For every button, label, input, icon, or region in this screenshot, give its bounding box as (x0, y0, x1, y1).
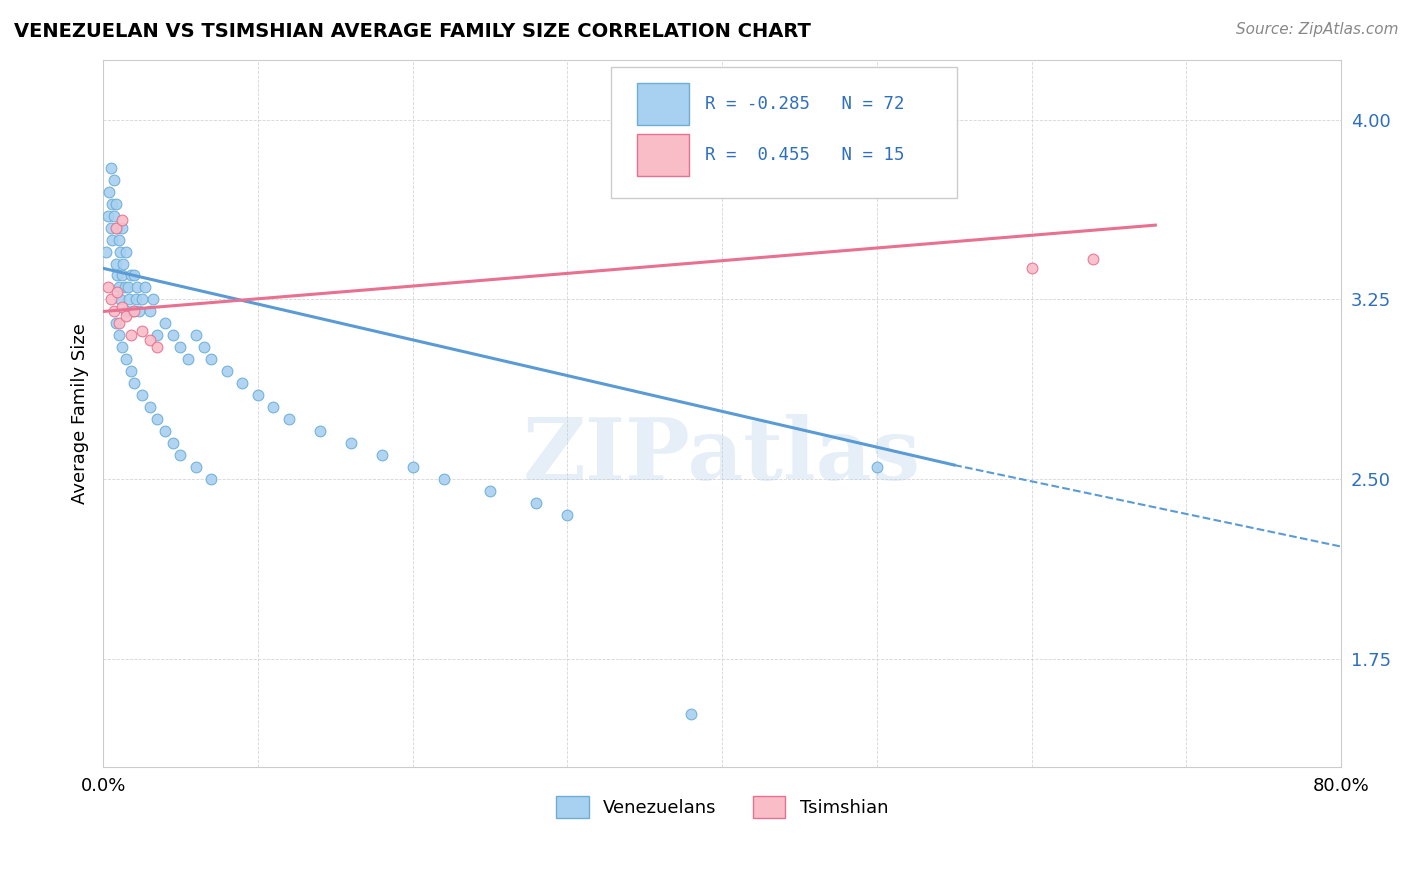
Point (107, 328, 129, 343)
Point (117, 280, 139, 294)
Point (111, 268, 134, 283)
Point (105, 220, 128, 235)
Point (246, 388, 269, 402)
Point (107, 280, 129, 294)
Point (103, 172, 125, 186)
Text: VENEZUELAN VS TSIMSHIAN AVERAGE FAMILY SIZE CORRELATION CHART: VENEZUELAN VS TSIMSHIAN AVERAGE FAMILY S… (14, 22, 811, 41)
Point (215, 364, 238, 378)
Point (100, 220, 122, 235)
FancyBboxPatch shape (610, 67, 957, 198)
Point (97, 280, 120, 294)
Point (108, 293, 131, 307)
Point (122, 268, 145, 283)
Point (401, 460, 423, 475)
Point (100, 293, 122, 307)
Point (118, 293, 141, 307)
Point (115, 310, 138, 324)
Point (111, 341, 134, 355)
Point (308, 425, 330, 439)
Point (184, 328, 207, 343)
Point (114, 280, 136, 294)
Point (142, 293, 165, 307)
Point (184, 460, 207, 475)
Point (200, 472, 222, 486)
Point (169, 341, 191, 355)
Point (1021, 261, 1043, 276)
Point (339, 436, 361, 450)
Text: R =  0.455   N = 15: R = 0.455 N = 15 (704, 146, 904, 164)
Point (146, 328, 169, 343)
Y-axis label: Average Family Size: Average Family Size (72, 323, 89, 504)
Point (105, 268, 128, 283)
Point (370, 449, 392, 463)
Point (104, 317, 127, 331)
Point (111, 213, 134, 227)
Point (146, 412, 169, 426)
Point (138, 401, 160, 415)
Point (112, 256, 135, 270)
Point (105, 285, 128, 300)
Point (153, 317, 176, 331)
Point (120, 268, 142, 283)
Point (162, 328, 184, 343)
Point (138, 333, 160, 347)
Point (146, 341, 169, 355)
Point (101, 196, 124, 211)
Point (681, 707, 703, 722)
FancyBboxPatch shape (637, 83, 689, 125)
Point (115, 244, 138, 259)
Point (153, 425, 176, 439)
Text: R = -0.285   N = 72: R = -0.285 N = 72 (704, 95, 904, 113)
Point (231, 376, 253, 391)
Point (120, 364, 142, 378)
Point (127, 280, 149, 294)
Point (200, 352, 222, 367)
Point (169, 449, 191, 463)
Point (115, 304, 138, 318)
Point (122, 304, 145, 318)
Point (432, 472, 454, 486)
Point (104, 220, 127, 235)
Point (866, 460, 889, 475)
Point (1083, 252, 1105, 266)
Point (100, 161, 122, 175)
Point (97, 209, 120, 223)
Point (128, 304, 150, 318)
Point (193, 341, 215, 355)
Legend: Venezuelans, Tsimshian: Venezuelans, Tsimshian (548, 789, 896, 825)
Point (96, 244, 118, 259)
Point (103, 304, 125, 318)
Point (108, 244, 131, 259)
Point (111, 300, 134, 314)
Point (134, 280, 156, 294)
Point (124, 293, 146, 307)
Point (478, 484, 501, 499)
Point (122, 376, 145, 391)
Point (104, 256, 127, 270)
Point (101, 233, 124, 247)
Point (526, 496, 548, 510)
Point (107, 317, 129, 331)
Point (177, 352, 200, 367)
Text: Source: ZipAtlas.com: Source: ZipAtlas.com (1236, 22, 1399, 37)
Point (131, 324, 153, 338)
Point (277, 412, 299, 426)
Point (103, 209, 125, 223)
Point (104, 196, 127, 211)
Point (115, 352, 138, 367)
Point (138, 304, 160, 318)
Point (121, 304, 143, 318)
Point (107, 233, 129, 247)
Text: ZIPatlas: ZIPatlas (523, 414, 921, 498)
Point (131, 388, 153, 402)
Point (98, 185, 121, 199)
FancyBboxPatch shape (637, 135, 689, 176)
Point (131, 293, 153, 307)
Point (111, 220, 134, 235)
Point (262, 401, 284, 415)
Point (120, 328, 142, 343)
Point (557, 508, 579, 523)
Point (162, 436, 184, 450)
